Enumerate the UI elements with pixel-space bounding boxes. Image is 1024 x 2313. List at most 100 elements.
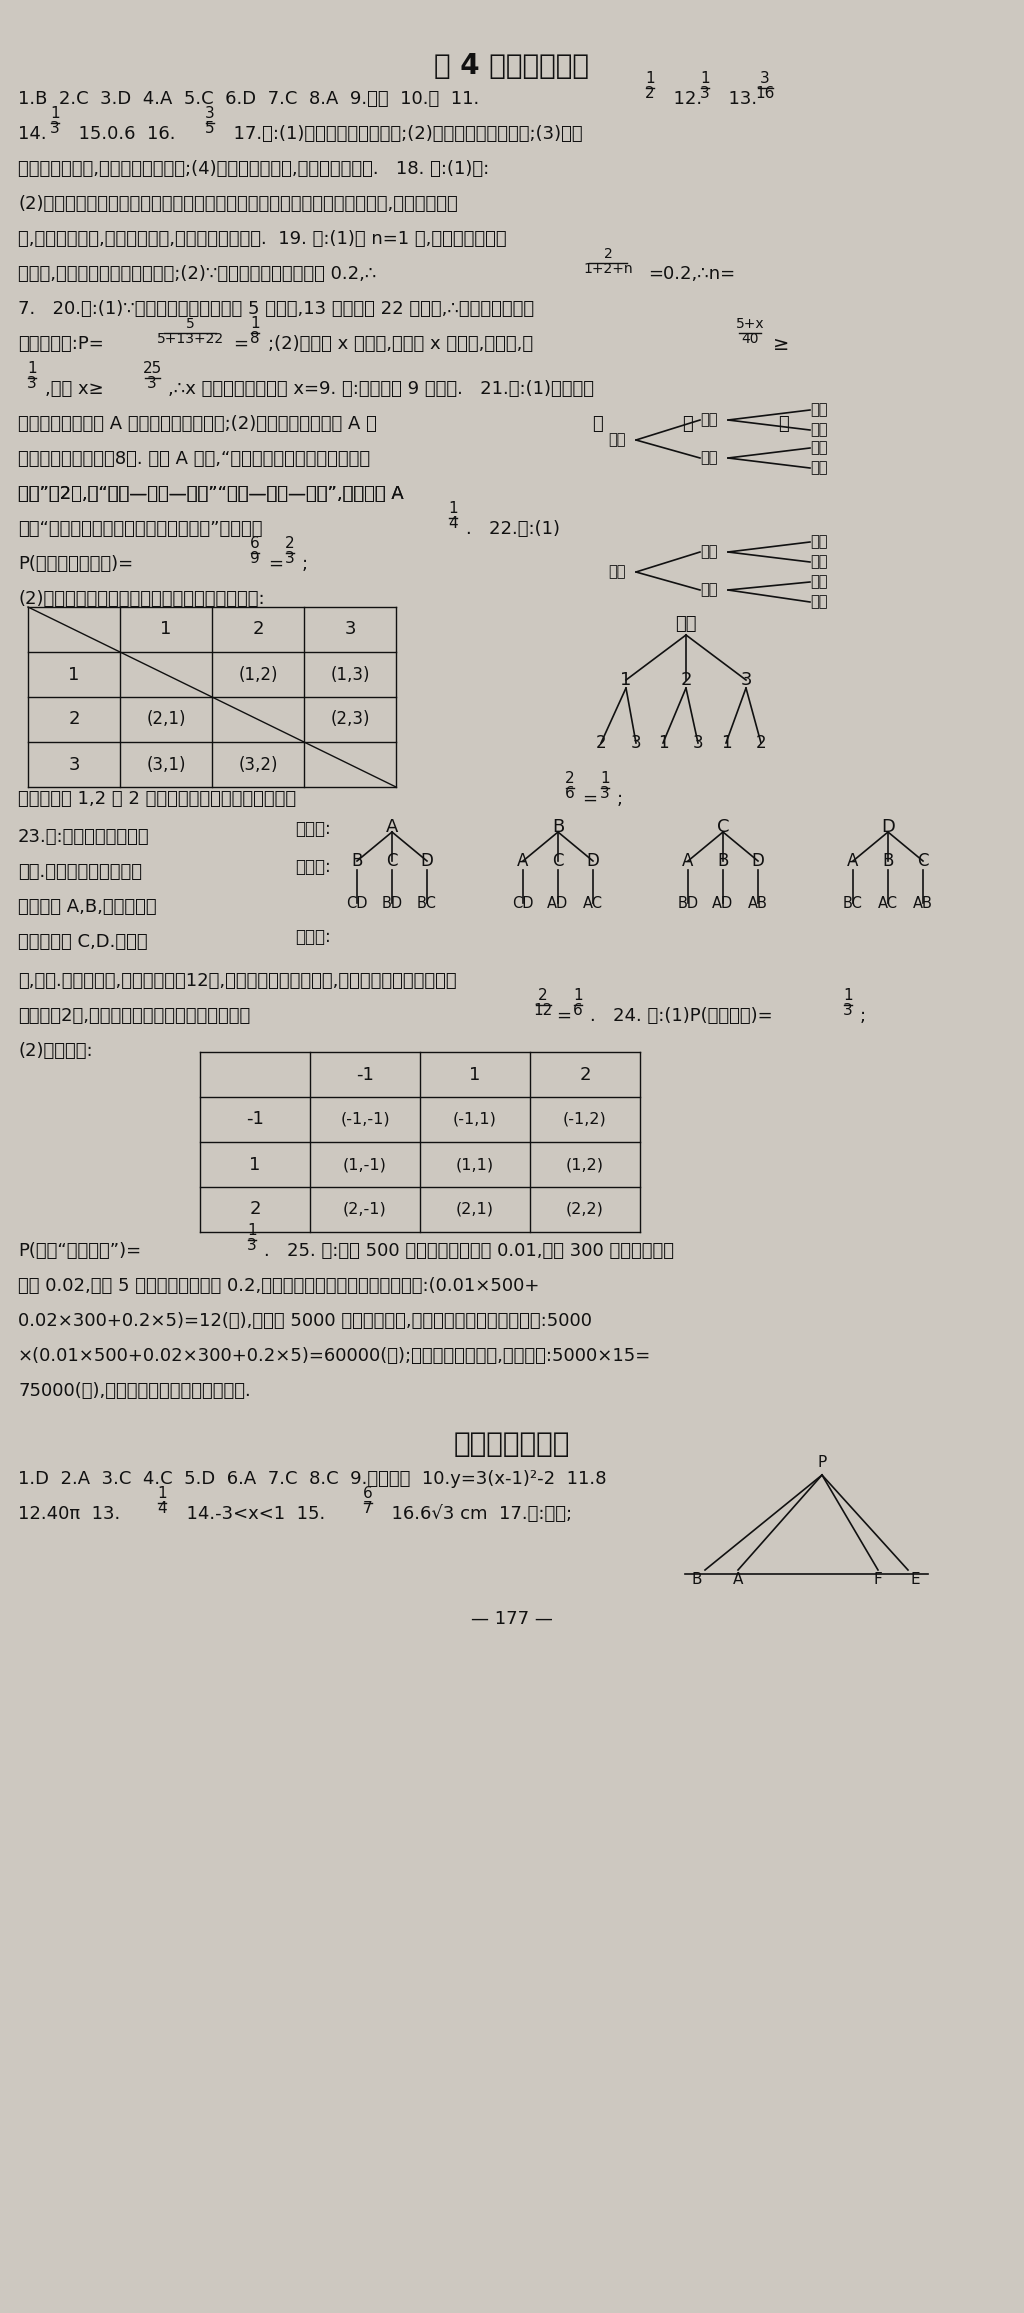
Text: B: B	[883, 851, 894, 870]
Text: =0.2,∴n=: =0.2,∴n=	[648, 266, 735, 282]
Text: 观点.记七、八年级两名同: 观点.记七、八年级两名同	[18, 863, 142, 881]
Text: 3: 3	[205, 106, 215, 120]
Text: 结论”月2种,即“通过—通过—待定”“待定—待定—通过”,所以对于 A: 结论”月2种,即“通过—通过—待定”“待定—待定—通过”,所以对于 A	[18, 486, 403, 502]
Text: (2,2): (2,2)	[566, 1203, 604, 1217]
Text: 待定: 待定	[700, 583, 718, 597]
Text: 1: 1	[158, 1485, 167, 1501]
Text: 3: 3	[50, 120, 59, 136]
Text: AC: AC	[878, 895, 898, 911]
Text: 待定: 待定	[608, 564, 626, 581]
Text: 40: 40	[741, 333, 759, 347]
Text: 25: 25	[142, 361, 162, 377]
Text: (1,2): (1,2)	[566, 1156, 604, 1173]
Text: 乙: 乙	[682, 414, 693, 433]
Text: ≥: ≥	[773, 335, 790, 354]
Text: 9: 9	[250, 550, 260, 567]
Text: ,∴x 的最小正整数解是 x=9. 答:至少取出 9 个黑球.   21.解:(1)画出树状: ,∴x 的最小正整数解是 x=9. 答:至少取出 9 个黑球. 21.解:(1)…	[168, 379, 594, 398]
Text: 的结果有2种,所以前两名是九年级同学的概率为: 的结果有2种,所以前两名是九年级同学的概率为	[18, 1006, 250, 1025]
Text: (1,-1): (1,-1)	[343, 1156, 387, 1173]
Text: 3: 3	[27, 377, 37, 391]
Text: 1+2+n: 1+2+n	[584, 261, 633, 275]
Text: -1: -1	[246, 1110, 264, 1129]
Text: 14.-3<x<1  15.: 14.-3<x<1 15.	[175, 1506, 326, 1522]
Text: (1,1): (1,1)	[456, 1156, 494, 1173]
Text: 1: 1	[69, 666, 80, 685]
Text: 2: 2	[680, 671, 692, 689]
Text: 4: 4	[158, 1501, 167, 1515]
Text: CD: CD	[512, 895, 534, 911]
Text: B: B	[691, 1573, 702, 1587]
Text: 6: 6	[573, 1004, 583, 1018]
Text: =: =	[556, 1006, 571, 1025]
Text: 图,如图.由上图可知,所有的结果有12种,它们出现的可能性相等,满足前两名是九年级同学: 图,如图.由上图可知,所有的结果有12种,它们出现的可能性相等,满足前两名是九年…	[18, 971, 457, 990]
Text: A: A	[386, 819, 398, 835]
Text: AC: AC	[583, 895, 603, 911]
Text: 1: 1	[721, 733, 731, 752]
Text: (2)这与两个人在关键时刻所处的位置、身边环境及他们各自投篮最佳位置等,都有很大的关: (2)这与两个人在关键时刻所处的位置、身边环境及他们各自投篮最佳位置等,都有很大…	[18, 194, 458, 213]
Text: F: F	[873, 1573, 883, 1587]
Text: (-1,1): (-1,1)	[453, 1113, 497, 1126]
Text: (2,-1): (2,-1)	[343, 1203, 387, 1217]
Text: 1: 1	[700, 72, 710, 86]
Text: BD: BD	[678, 895, 698, 911]
Text: 3: 3	[740, 671, 752, 689]
Text: 5: 5	[185, 317, 195, 331]
Text: 2: 2	[645, 86, 654, 102]
Text: 2: 2	[756, 733, 766, 752]
Text: 待定: 待定	[810, 594, 827, 611]
Text: 率是 0.02,获得 5 元购物券的概率是 0.2,购球一次获得购物券的平均金额为:(0.01×500+: 率是 0.02,获得 5 元购物券的概率是 0.2,购球一次获得购物券的平均金额…	[18, 1277, 540, 1295]
Text: 12.40π  13.: 12.40π 13.	[18, 1506, 120, 1522]
Text: P(两人“不谋而合”)=: P(两人“不谋而合”)=	[18, 1242, 141, 1261]
Text: 图来说明评委给出 A 选手的所有可能结果;(2)由上可知评委给出 A 选: 图来说明评委给出 A 选手的所有可能结果;(2)由上可知评委给出 A 选	[18, 414, 377, 433]
Text: E: E	[911, 1573, 921, 1587]
Text: AB: AB	[749, 895, 768, 911]
Text: A: A	[733, 1573, 743, 1587]
Text: (2,1): (2,1)	[456, 1203, 494, 1217]
Text: 5+13+22: 5+13+22	[157, 333, 223, 347]
Text: 1: 1	[50, 106, 59, 120]
Text: 1: 1	[621, 671, 632, 689]
Text: 第一名:: 第一名:	[295, 821, 331, 837]
Text: AD: AD	[548, 895, 568, 911]
Text: 通过: 通过	[810, 402, 827, 419]
Text: (-1,-1): (-1,-1)	[340, 1113, 390, 1126]
Text: 1: 1	[247, 1224, 257, 1237]
Text: (-1,2): (-1,2)	[563, 1113, 607, 1126]
Text: 3: 3	[69, 756, 80, 773]
Text: 1: 1	[600, 770, 610, 786]
Text: 1: 1	[249, 1156, 261, 1173]
Text: 8: 8	[250, 331, 260, 347]
Text: 1: 1	[657, 733, 669, 752]
Text: 待定: 待定	[700, 451, 718, 465]
Text: 同学分别为 C,D.画树状: 同学分别为 C,D.画树状	[18, 932, 147, 951]
Text: 3: 3	[843, 1004, 853, 1018]
Text: 3: 3	[631, 733, 641, 752]
Text: 3: 3	[344, 620, 355, 638]
Text: C: C	[918, 851, 929, 870]
Text: 6: 6	[565, 786, 574, 800]
Text: 2: 2	[603, 247, 612, 261]
Text: 2: 2	[286, 537, 295, 550]
Text: (2,3): (2,3)	[331, 710, 370, 729]
Text: 学分别为 A,B,九年级两名: 学分别为 A,B,九年级两名	[18, 897, 157, 916]
Text: .   22.解:(1): . 22.解:(1)	[466, 520, 560, 539]
Text: B: B	[351, 851, 362, 870]
Text: BD: BD	[381, 895, 402, 911]
Text: (1,2): (1,2)	[239, 666, 278, 685]
Text: (2)列表如下:: (2)列表如下:	[18, 1041, 92, 1059]
Text: (1,3): (1,3)	[331, 666, 370, 685]
Text: AB: AB	[913, 895, 933, 911]
Text: 14.: 14.	[18, 125, 47, 143]
Text: 3: 3	[760, 72, 770, 86]
Text: 1: 1	[161, 620, 172, 638]
Text: 通过: 通过	[608, 433, 626, 446]
Text: -1: -1	[356, 1066, 374, 1082]
Text: 2: 2	[249, 1200, 261, 1219]
Text: 1: 1	[573, 988, 583, 1004]
Text: D: D	[587, 851, 599, 870]
Text: 甲: 甲	[592, 414, 603, 433]
Text: ,解得 x≥: ,解得 x≥	[45, 379, 103, 398]
Text: 2: 2	[252, 620, 264, 638]
Text: 3: 3	[600, 786, 610, 800]
Text: 数一样,所以被摸到的可能性相同;(2)∵摸到綠球的频率稳定于 0.2,∴: 数一样,所以被摸到的可能性相同;(2)∵摸到綠球的频率稳定于 0.2,∴	[18, 266, 377, 282]
